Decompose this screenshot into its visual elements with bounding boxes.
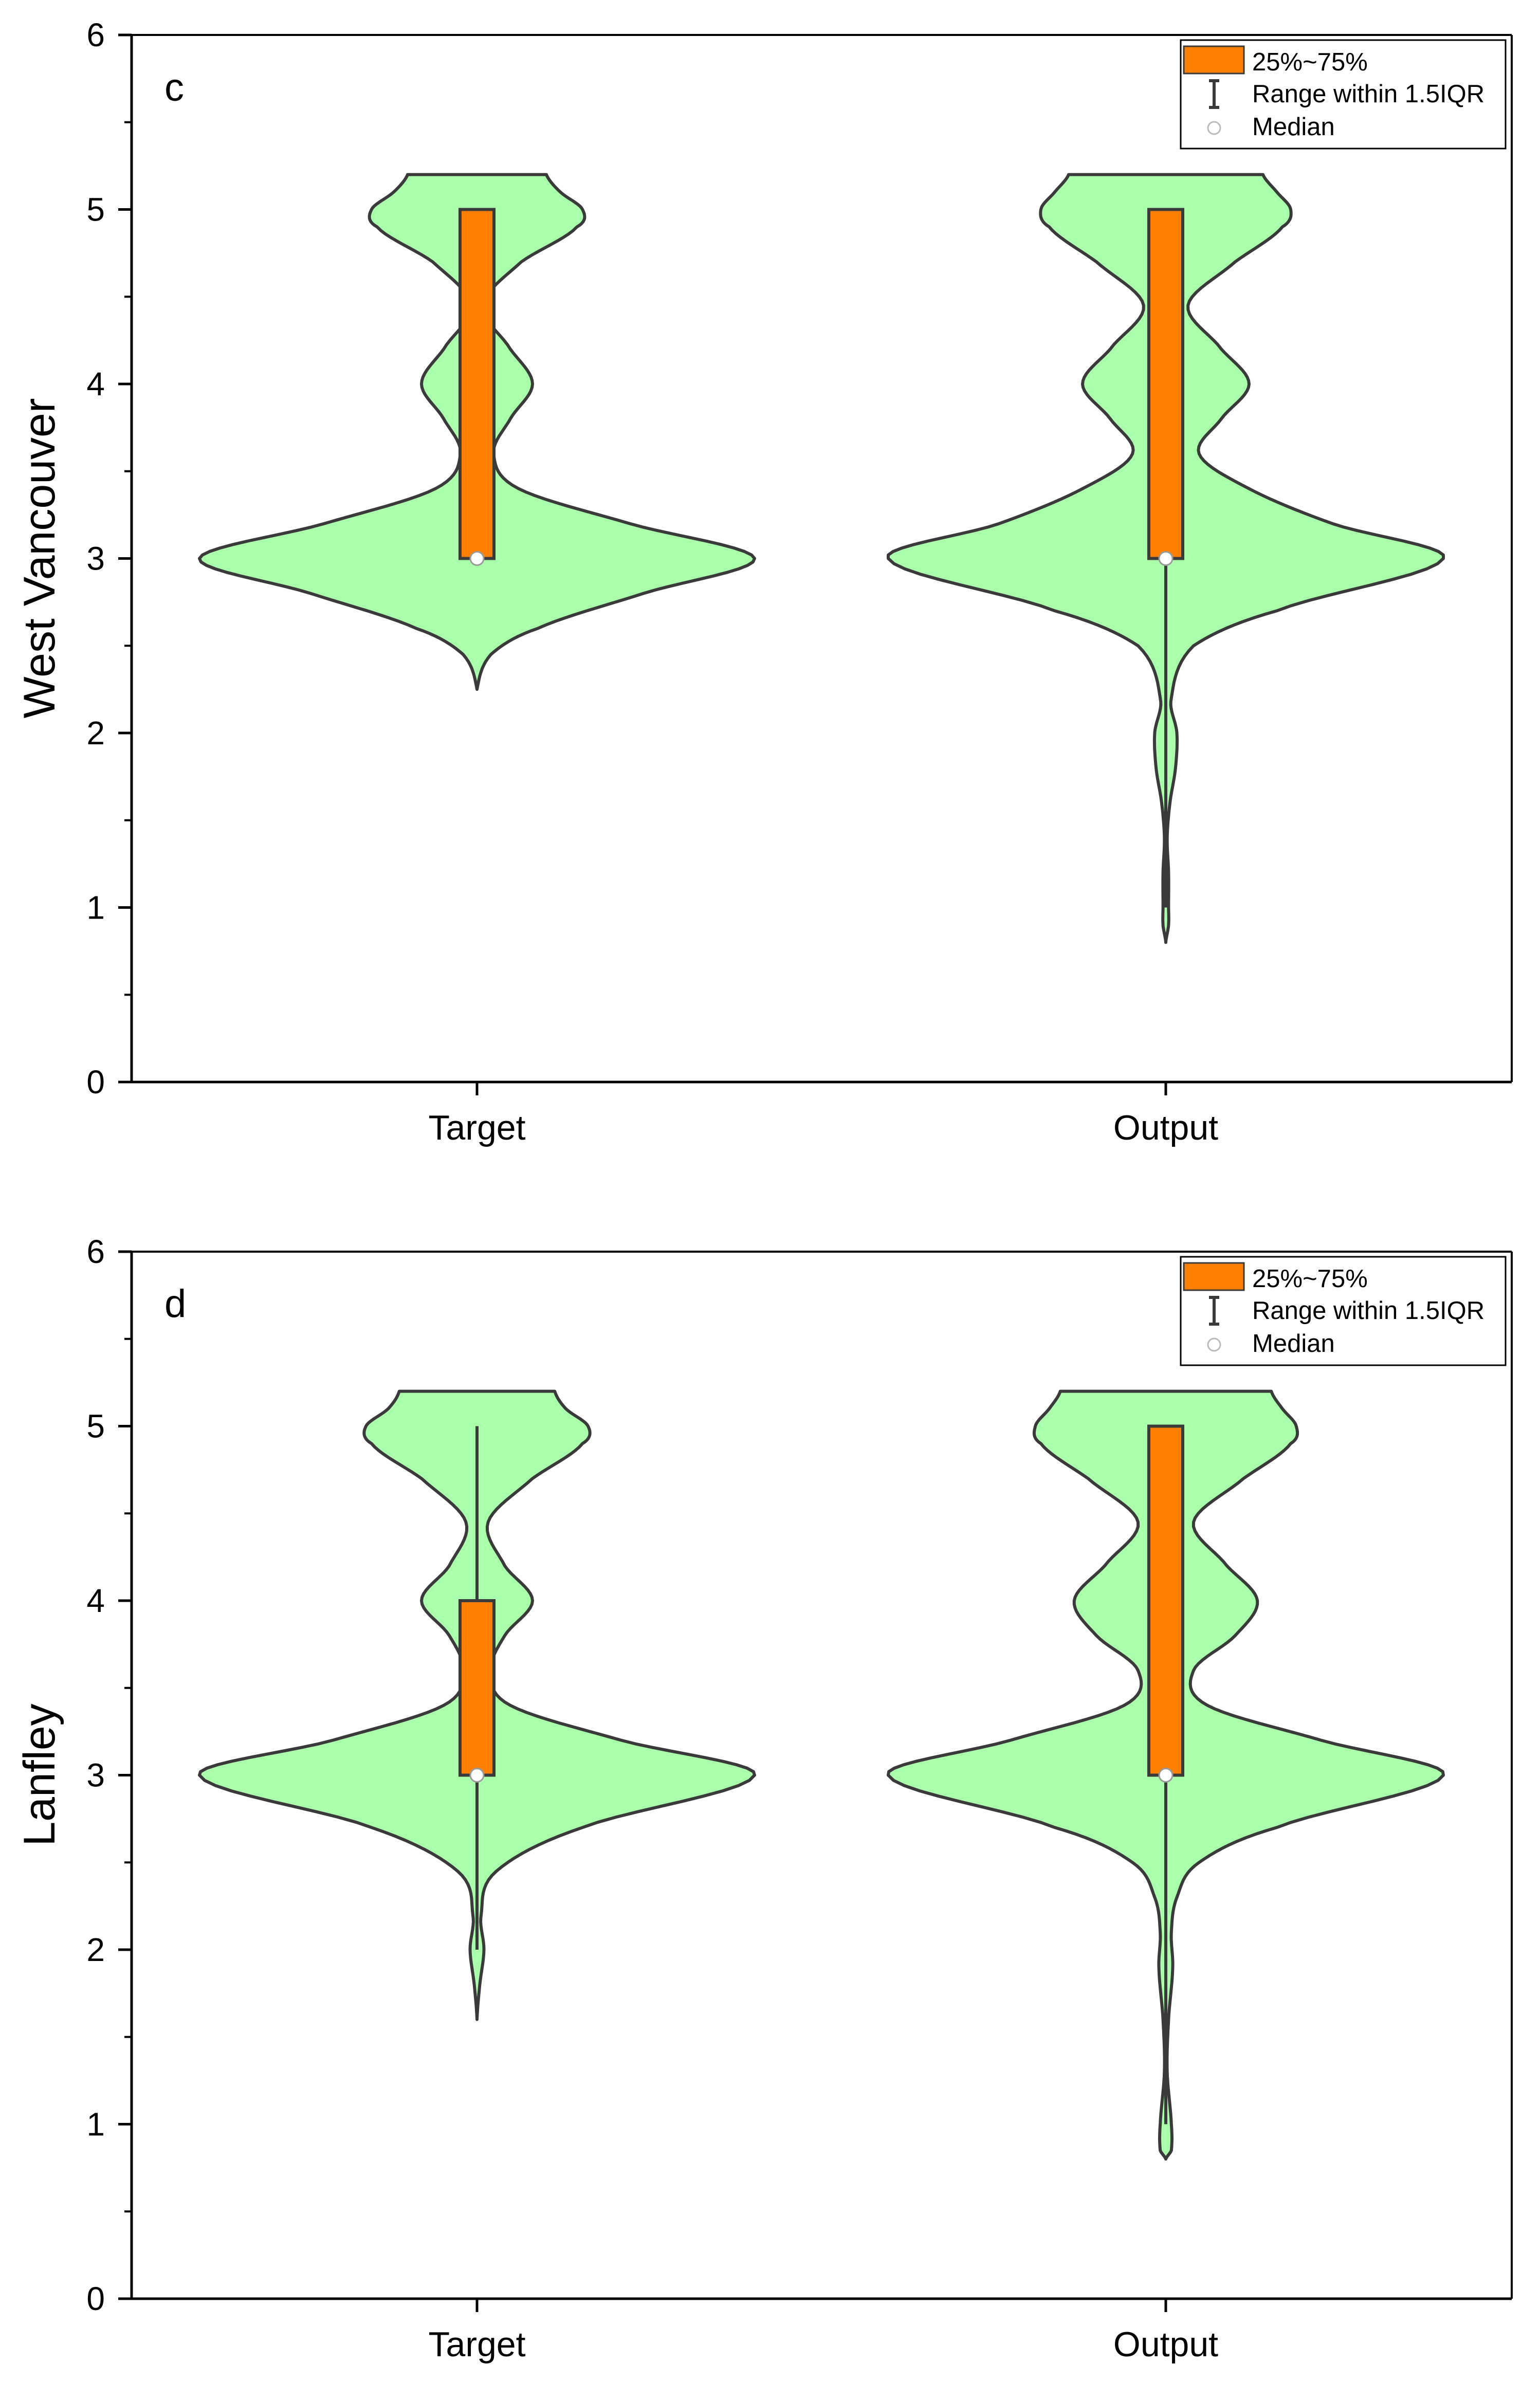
legend-entry-iqr-d: 25%~75%: [1252, 1265, 1368, 1293]
x-tick-label: Output: [1113, 1108, 1218, 1147]
legend-entry-median-d: Median: [1252, 1330, 1335, 1358]
legend-swatch-box-d: [1183, 1262, 1245, 1291]
box-output: [1147, 1424, 1184, 1777]
median-marker-icon: [1207, 1337, 1221, 1352]
box-output: [1147, 208, 1184, 560]
x-tick-label: Output: [1113, 2325, 1218, 2364]
legend-entry-range-d: Range within 1.5IQR: [1252, 1297, 1484, 1325]
x-ticks-d: Target Output: [429, 2299, 1218, 2364]
legend-entry-iqr-c: 25%~75%: [1252, 48, 1368, 76]
y-tick-label: 4: [86, 1582, 105, 1619]
panel-label-d: d: [164, 1282, 186, 1326]
y-tick-label: 0: [86, 1064, 105, 1101]
range-whisker-icon: [1209, 1296, 1219, 1326]
panel-d: 0 1 2 3 4 5 6 Target Output d Lanfley 25%~75% R…: [15, 1233, 1513, 2364]
legend-entry-median-c: Median: [1252, 113, 1335, 141]
y-tick-label: 6: [86, 1233, 105, 1270]
legend-d: 25%~75% Range within 1.5IQR Median: [1180, 1256, 1507, 1366]
box-target: [459, 1599, 496, 1777]
panel-label-c: c: [164, 66, 184, 109]
violins-c: [198, 173, 1445, 944]
y-tick-label: 5: [86, 191, 105, 228]
legend-swatch-box-c: [1183, 45, 1245, 75]
x-tick-label: Target: [429, 1108, 526, 1147]
violins-d: [198, 1389, 1445, 2161]
legend-c: 25%~75% Range within 1.5IQR Median: [1180, 39, 1507, 150]
x-tick-label: Target: [429, 2325, 526, 2364]
y-tick-label: 3: [86, 540, 105, 577]
median-marker: [1158, 551, 1174, 566]
box-target: [459, 208, 496, 560]
range-whisker-icon: [1209, 79, 1219, 109]
y-tick-label: 2: [86, 714, 105, 751]
y-tick-label: 0: [86, 2280, 105, 2317]
x-ticks-c: Target Output: [429, 1082, 1218, 1147]
legend-entry-range-c: Range within 1.5IQR: [1252, 80, 1484, 108]
median-marker: [469, 1768, 485, 1783]
y-tick-label: 1: [86, 889, 105, 926]
y-axis-title-c: West Vancouver: [15, 398, 64, 719]
y-tick-label: 2: [86, 1931, 105, 1968]
y-ticks-c: 0 1 2 3 4 5 6: [86, 16, 132, 1101]
panel-c: 0 1 2 3 4 5 6 Target Output c West Vancouver 25…: [15, 16, 1513, 1147]
y-ticks-d: 0 1 2 3 4 5 6: [86, 1233, 132, 2317]
y-axis-title-d: Lanfley: [15, 1703, 64, 1846]
median-marker: [1158, 1768, 1174, 1783]
y-tick-label: 3: [86, 1757, 105, 1794]
y-tick-label: 5: [86, 1408, 105, 1445]
median-marker: [469, 551, 485, 566]
y-tick-label: 6: [86, 16, 105, 53]
y-tick-label: 4: [86, 365, 105, 402]
median-marker-icon: [1207, 121, 1221, 135]
y-tick-label: 1: [86, 2106, 105, 2143]
